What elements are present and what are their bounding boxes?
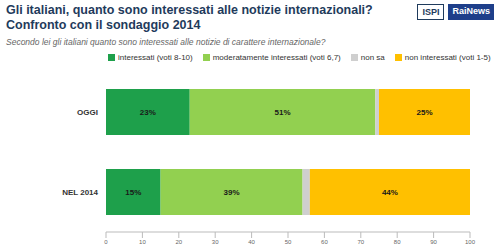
svg-text:NEL 2014: NEL 2014 bbox=[62, 188, 98, 197]
html-text:Confronto con il sondaggio 201: Confronto con il sondaggio 2014 bbox=[6, 18, 201, 32]
svg-text:0: 0 bbox=[104, 239, 108, 245]
svg-text:70: 70 bbox=[357, 239, 364, 245]
svg-text:90: 90 bbox=[430, 239, 437, 245]
html-text:Secondo lei gli italiani quant: Secondo lei gli italiani quanto sono int… bbox=[6, 37, 326, 47]
svg-text:20: 20 bbox=[175, 239, 182, 245]
svg-text:40: 40 bbox=[248, 239, 255, 245]
html-text:non interessati (voti 1-5): non interessati (voti 1-5) bbox=[404, 53, 491, 62]
svg-text:51%: 51% bbox=[275, 108, 291, 117]
svg-text:OGGI: OGGI bbox=[77, 108, 98, 117]
svg-text:80: 80 bbox=[394, 239, 401, 245]
svg-text:15%: 15% bbox=[125, 188, 141, 197]
html-text:ISPI: ISPI bbox=[422, 7, 440, 17]
svg-text:60: 60 bbox=[321, 239, 328, 245]
svg-text:39%: 39% bbox=[224, 188, 240, 197]
html-text:interessati (voti 8-10): interessati (voti 8-10) bbox=[118, 53, 193, 62]
svg-text:10: 10 bbox=[139, 239, 146, 245]
svg-text:30: 30 bbox=[212, 239, 219, 245]
svg-text:50: 50 bbox=[285, 239, 292, 245]
html-text:RaiNews: RaiNews bbox=[452, 6, 490, 16]
html-text:Gli italiani, quanto sono inte: Gli italiani, quanto sono interessati al… bbox=[6, 3, 373, 17]
html-text:non sa: non sa bbox=[360, 53, 385, 62]
svg-text:25%: 25% bbox=[416, 108, 432, 117]
svg-text:100: 100 bbox=[465, 239, 476, 245]
svg-text:44%: 44% bbox=[382, 188, 398, 197]
svg-text:23%: 23% bbox=[140, 108, 156, 117]
html-text:moderatamente interessati (vot: moderatamente interessati (voti 6,7) bbox=[212, 53, 341, 62]
